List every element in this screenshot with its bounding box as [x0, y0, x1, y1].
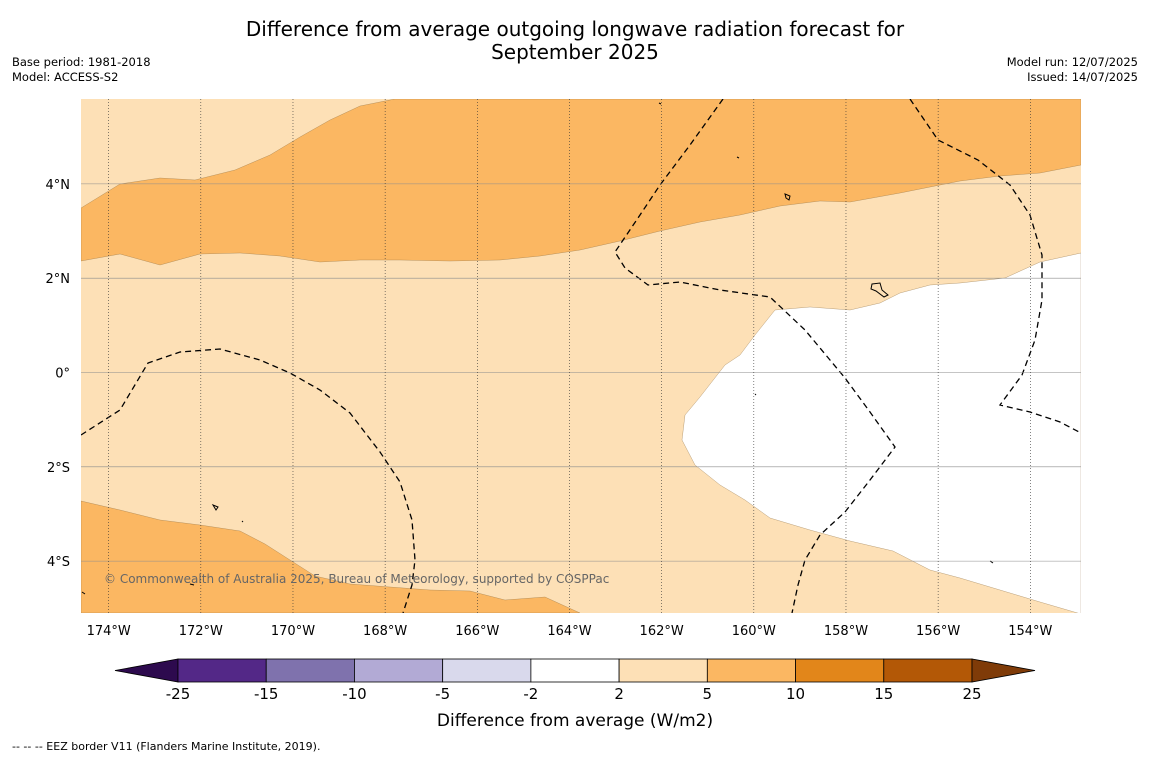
- lat-tick-label: 4°S: [47, 555, 70, 570]
- lon-tick-label: 174°W: [87, 624, 131, 639]
- band-minus2-to-2: [681, 252, 1081, 613]
- copyright-notice: © Commonwealth of Australia 2025, Bureau…: [104, 572, 609, 586]
- lon-tick-label: 172°W: [179, 624, 223, 639]
- colorbar-segment: [177, 658, 267, 683]
- lon-tick-label: 156°W: [916, 624, 960, 639]
- colorbar-label: Difference from average (W/m2): [437, 711, 713, 731]
- colorbar-tick-label: -15: [254, 685, 279, 703]
- meta-right: Model run: 12/07/2025 Issued: 14/07/2025: [1007, 55, 1138, 85]
- lon-tick-label: 168°W: [363, 624, 407, 639]
- model-name: Model: ACCESS-S2: [12, 70, 119, 84]
- colorbar-tick-label: 5: [703, 685, 713, 703]
- colorbar-tick-label: 2: [614, 685, 624, 703]
- colorbar-tick-label: 25: [962, 685, 981, 703]
- colorbar-segment: [618, 658, 708, 683]
- colorbar-segment: [706, 658, 796, 683]
- lon-tick-label: 160°W: [732, 624, 776, 639]
- map-area: [81, 99, 1081, 613]
- lon-tick-label: 162°W: [640, 624, 684, 639]
- colorbar-tick-label: -5: [435, 685, 450, 703]
- colorbar-segment: [795, 658, 885, 683]
- band-5-to-10-north: [81, 99, 1081, 266]
- eez-footnote: -- -- -- EEZ border V11 (Flanders Marine…: [12, 740, 321, 753]
- lon-tick-label: 164°W: [547, 624, 591, 639]
- colorbar-extend-low: [114, 658, 179, 683]
- title-line-2: September 2025: [491, 40, 659, 64]
- colorbar-segment: [354, 658, 444, 683]
- colorbar-segment: [530, 658, 620, 683]
- lon-tick-label: 158°W: [824, 624, 868, 639]
- title-line-1: Difference from average outgoing longwav…: [245, 17, 905, 41]
- base-period: Base period: 1981-2018: [12, 55, 151, 69]
- lat-tick-label: 2°N: [46, 272, 71, 287]
- lon-tick-label: 170°W: [271, 624, 315, 639]
- model-run: Model run: 12/07/2025: [1006, 55, 1138, 69]
- lat-tick-label: 0°: [55, 367, 70, 382]
- lon-tick-label: 154°W: [1008, 624, 1052, 639]
- meta-left: Base period: 1981-2018 Model: ACCESS-S2: [12, 55, 151, 85]
- colorbar-tick-label: -25: [166, 685, 191, 703]
- colorbar-tick-label: -10: [342, 685, 367, 703]
- chart-title: Difference from average outgoing longwav…: [0, 18, 1150, 64]
- colorbar-tick-label: 15: [874, 685, 893, 703]
- map-figure: 4°N 2°N 0° 2°S 4°S 174°W 172°W 170°W 168°W 166°W…: [46, 99, 1081, 731]
- colorbar-segment: [265, 658, 355, 683]
- lat-tick-label: 2°S: [47, 461, 70, 476]
- gridlines: [81, 99, 1081, 613]
- lon-tick-labels: 174°W 172°W 170°W 168°W 166°W 164°W 162°W 160°W…: [87, 624, 1053, 639]
- lon-tick-label: 166°W: [455, 624, 499, 639]
- band-5-to-10-south: [81, 500, 581, 613]
- lat-tick-label: 4°N: [46, 178, 71, 193]
- colorbar-segment: [883, 658, 973, 683]
- eez-borders: [81, 99, 1081, 613]
- issued-date: Issued: 14/07/2025: [1027, 70, 1138, 84]
- colorbar-tick-label: -2: [523, 685, 538, 703]
- colorbar-extend-high: [971, 658, 1036, 683]
- colorbar-segment: [442, 658, 532, 683]
- lat-tick-labels: 4°N 2°N 0° 2°S 4°S: [46, 178, 71, 570]
- colorbar: -25 -15 -10 -5 -2 2 5 10 15 25: [114, 658, 1036, 703]
- colorbar-tick-label: 10: [786, 685, 805, 703]
